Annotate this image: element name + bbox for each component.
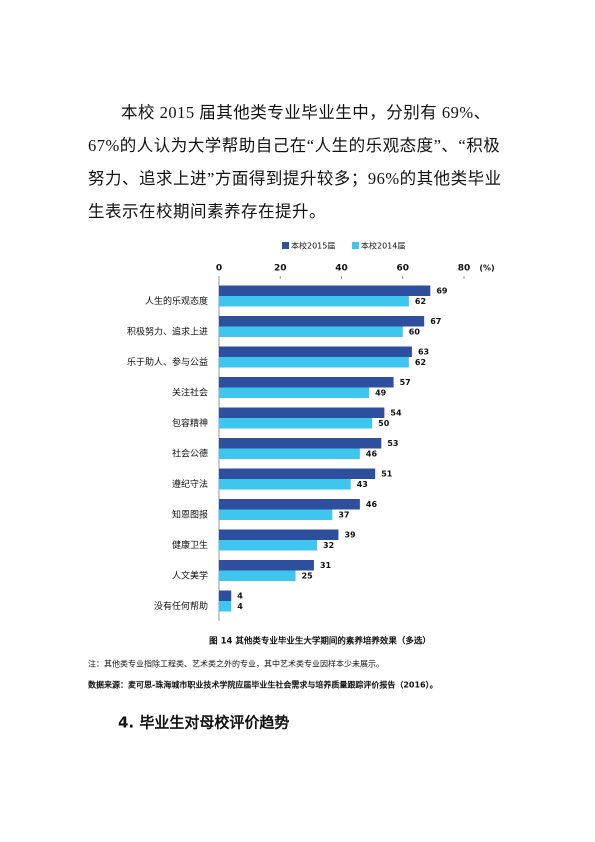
- x-tick-label: 80: [458, 264, 471, 274]
- bar: [219, 570, 296, 581]
- bar: [219, 346, 412, 357]
- data-label: 51: [381, 469, 393, 478]
- bar: [219, 438, 382, 449]
- category-label: 健康卫生: [172, 539, 208, 551]
- data-label: 39: [344, 530, 356, 539]
- bar: [219, 407, 385, 418]
- data-label: 32: [323, 541, 334, 550]
- data-label: 46: [366, 449, 378, 458]
- note: 注：其他类专业指除工程类、艺术类之外的专业，其中艺术类专业因样本少未展示。: [88, 659, 384, 669]
- data-label: 54: [390, 408, 402, 417]
- data-label: 43: [357, 480, 368, 489]
- bar: [219, 357, 409, 368]
- caption: 图 14 其他类专业毕业生大学期间的素养培养效果（多选）: [209, 636, 431, 647]
- paragraph: 本校 2015 届其他类专业毕业生中，分别有 69%、67%的人认为大学帮助自己…: [88, 103, 502, 221]
- data-label: 25: [302, 571, 314, 580]
- bar: [219, 418, 373, 429]
- x-tick-label: 40: [335, 264, 348, 274]
- bar: [219, 326, 403, 337]
- category-label: 人生的乐观态度: [145, 295, 208, 307]
- legend-swatch: [282, 242, 289, 249]
- legend-label: 本校2014届: [361, 241, 405, 251]
- data-label: 53: [387, 439, 398, 448]
- data-label: 60: [409, 327, 421, 336]
- data-label: 62: [415, 297, 426, 306]
- heading: 4. 毕业生对母校评价趋势: [118, 714, 289, 732]
- bar: [219, 377, 394, 388]
- bar: [219, 448, 360, 459]
- data-label: 31: [320, 561, 332, 570]
- bar: [219, 509, 333, 520]
- category-label: 关注社会: [172, 386, 208, 398]
- category-label: 没有任何帮助: [154, 600, 208, 612]
- category-label: 社会公德: [172, 447, 208, 459]
- x-tick-label: 0: [216, 264, 222, 274]
- bar: [219, 529, 339, 540]
- category-label: 知恩图报: [172, 508, 208, 520]
- x-unit: (%): [479, 264, 494, 273]
- data-label: 50: [378, 419, 390, 428]
- bar: [219, 316, 425, 327]
- x-tick-label: 60: [396, 264, 409, 274]
- legend-swatch: [352, 242, 359, 249]
- data-label: 37: [338, 510, 349, 519]
- bar: [219, 590, 232, 601]
- x-tick-label: 20: [274, 264, 287, 274]
- bar: [219, 601, 232, 612]
- category-label: 人文美学: [172, 569, 208, 581]
- data-label: 67: [430, 317, 441, 326]
- bar: [219, 468, 376, 479]
- category-label: 包容精神: [172, 417, 208, 429]
- bar: [219, 499, 360, 510]
- source: 数据来源：麦可思-珠海城市职业技术学院应届毕业生社会需求与培养质量跟踪评价报告（…: [88, 680, 438, 690]
- data-label: 57: [400, 378, 411, 387]
- bar: [219, 296, 409, 307]
- category-label: 遵纪守法: [172, 478, 208, 490]
- data-label: 46: [366, 500, 378, 509]
- data-label: 63: [418, 347, 429, 356]
- data-label: 62: [415, 358, 426, 367]
- data-label: 4: [237, 602, 243, 611]
- data-label: 49: [375, 388, 387, 397]
- bar: [219, 479, 351, 490]
- data-label: 4: [237, 591, 243, 600]
- category-label: 乐于助人、参与公益: [127, 356, 208, 368]
- data-label: 69: [436, 286, 448, 295]
- bar: [219, 560, 314, 571]
- bar: [219, 387, 370, 398]
- bar: [219, 285, 431, 296]
- bar: [219, 540, 317, 551]
- legend-label: 本校2015届: [291, 241, 335, 251]
- category-label: 积极努力、追求上进: [127, 325, 208, 337]
